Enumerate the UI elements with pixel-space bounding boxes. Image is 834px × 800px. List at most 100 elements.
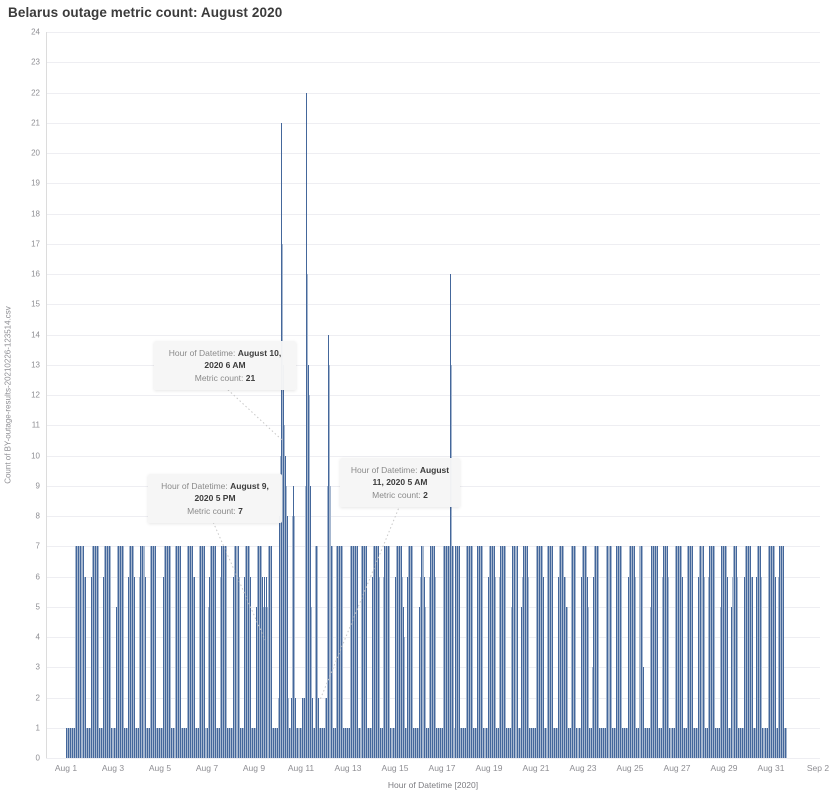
- bar[interactable]: [411, 546, 413, 758]
- bar[interactable]: [400, 546, 402, 758]
- bar[interactable]: [566, 606, 568, 758]
- bar[interactable]: [597, 546, 599, 758]
- bar[interactable]: [728, 727, 730, 758]
- bar[interactable]: [698, 546, 700, 758]
- bar[interactable]: [429, 576, 431, 758]
- bar[interactable]: [255, 606, 257, 758]
- bar[interactable]: [305, 485, 307, 758]
- bar[interactable]: [208, 606, 210, 758]
- bar[interactable]: [658, 727, 660, 758]
- bar[interactable]: [227, 727, 229, 758]
- bar[interactable]: [643, 667, 645, 758]
- bar[interactable]: [178, 546, 180, 758]
- bar[interactable]: [572, 546, 574, 758]
- bar[interactable]: [144, 546, 146, 758]
- bar[interactable]: [516, 546, 518, 758]
- bar[interactable]: [670, 727, 672, 758]
- bar[interactable]: [768, 546, 770, 758]
- bar[interactable]: [732, 546, 734, 758]
- bar[interactable]: [736, 546, 738, 758]
- bar[interactable]: [486, 727, 488, 758]
- bar[interactable]: [105, 546, 107, 758]
- bar[interactable]: [605, 546, 607, 758]
- bar[interactable]: [609, 546, 611, 758]
- bar[interactable]: [641, 546, 643, 758]
- bar[interactable]: [176, 546, 178, 758]
- bar[interactable]: [553, 727, 555, 758]
- bar[interactable]: [308, 364, 310, 758]
- bar[interactable]: [142, 546, 144, 758]
- bar[interactable]: [170, 727, 172, 758]
- bar[interactable]: [391, 727, 393, 758]
- bar[interactable]: [220, 576, 221, 758]
- bar[interactable]: [368, 727, 370, 758]
- bar[interactable]: [500, 546, 501, 758]
- bar[interactable]: [80, 546, 82, 758]
- bar[interactable]: [628, 546, 630, 758]
- bar[interactable]: [194, 727, 196, 758]
- bar[interactable]: [689, 546, 691, 758]
- bar[interactable]: [317, 697, 319, 758]
- bar[interactable]: [697, 576, 699, 758]
- bar[interactable]: [215, 546, 217, 758]
- bar[interactable]: [655, 546, 657, 758]
- bar[interactable]: [440, 727, 442, 758]
- bar[interactable]: [173, 727, 175, 758]
- bar[interactable]: [699, 546, 701, 758]
- bar[interactable]: [299, 727, 301, 758]
- bar[interactable]: [785, 727, 787, 758]
- bar[interactable]: [710, 546, 712, 758]
- bar[interactable]: [155, 546, 157, 758]
- bar[interactable]: [136, 727, 138, 758]
- bar[interactable]: [87, 727, 89, 758]
- bar[interactable]: [533, 727, 535, 758]
- bar[interactable]: [536, 546, 538, 758]
- bar[interactable]: [472, 727, 474, 758]
- bar[interactable]: [284, 455, 286, 758]
- bar[interactable]: [606, 546, 608, 758]
- bar[interactable]: [276, 727, 278, 758]
- bar[interactable]: [303, 697, 305, 758]
- bar[interactable]: [138, 576, 140, 758]
- bar[interactable]: [283, 364, 284, 758]
- bar[interactable]: [244, 576, 246, 758]
- bar[interactable]: [639, 546, 641, 758]
- bar[interactable]: [257, 546, 259, 758]
- bar[interactable]: [216, 727, 218, 758]
- bar[interactable]: [756, 546, 758, 758]
- bar[interactable]: [366, 546, 368, 758]
- bar[interactable]: [209, 576, 211, 758]
- bar[interactable]: [706, 727, 708, 758]
- bar[interactable]: [602, 727, 604, 758]
- bar[interactable]: [783, 727, 785, 758]
- bar[interactable]: [334, 727, 336, 758]
- bar[interactable]: [390, 727, 392, 758]
- bar[interactable]: [168, 546, 170, 758]
- bar[interactable]: [672, 727, 674, 758]
- bar[interactable]: [162, 576, 164, 758]
- bar[interactable]: [525, 546, 527, 758]
- bar[interactable]: [394, 727, 396, 758]
- bar[interactable]: [463, 727, 465, 758]
- bar[interactable]: [491, 546, 493, 758]
- bar[interactable]: [414, 727, 416, 758]
- bar[interactable]: [623, 727, 624, 758]
- bar[interactable]: [320, 727, 322, 758]
- bar[interactable]: [686, 727, 687, 758]
- bar[interactable]: [129, 546, 131, 758]
- bar[interactable]: [433, 546, 435, 758]
- bar[interactable]: [570, 546, 572, 758]
- bar[interactable]: [700, 546, 702, 758]
- bar[interactable]: [512, 546, 514, 758]
- bar[interactable]: [739, 727, 741, 758]
- bar[interactable]: [311, 606, 313, 758]
- bar[interactable]: [97, 546, 99, 758]
- bar[interactable]: [460, 727, 462, 758]
- bar[interactable]: [125, 727, 127, 758]
- bar[interactable]: [517, 546, 519, 758]
- bar[interactable]: [747, 546, 748, 758]
- bar[interactable]: [477, 546, 479, 758]
- bar[interactable]: [97, 546, 98, 758]
- bar[interactable]: [247, 546, 249, 758]
- bar[interactable]: [782, 546, 784, 758]
